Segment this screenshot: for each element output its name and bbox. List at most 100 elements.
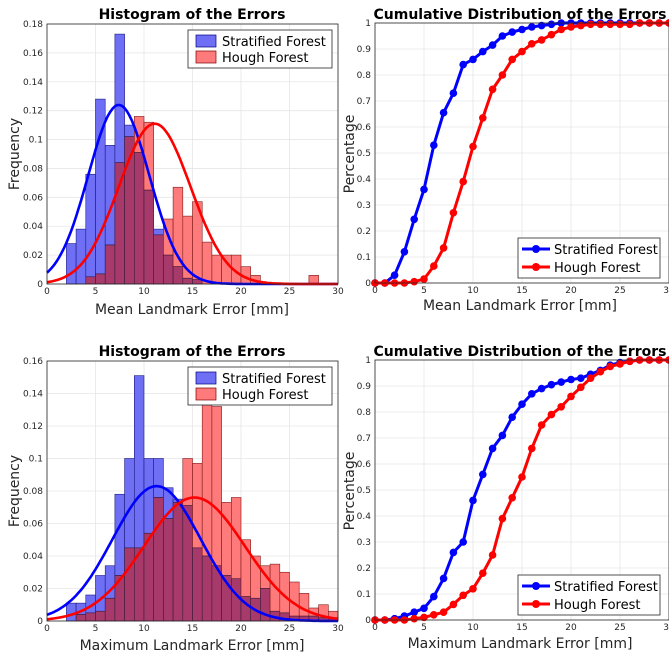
- bar-stratified: [114, 493, 125, 576]
- bar-hough: [289, 581, 300, 617]
- point-stratified: [557, 378, 565, 386]
- point-hough: [498, 71, 507, 79]
- plot-area: 0 5 10 15 20 25 30 0 0.02 0.04 0.06 0.08 0.1 0.12 0.14…: [23, 357, 344, 634]
- point-stratified: [577, 374, 585, 383]
- y-tick-label: 0.2: [357, 564, 371, 574]
- point-stratified: [528, 390, 536, 398]
- y-tick-label: 0.5: [357, 486, 371, 496]
- point-hough: [626, 20, 634, 29]
- y-axis-label: Percentage: [342, 452, 358, 531]
- y-tick-label: 0: [37, 617, 43, 627]
- bar-overlap: [124, 547, 135, 622]
- point-hough: [459, 591, 468, 600]
- legend-marker-hough: [532, 600, 540, 608]
- axes-frame: [374, 359, 669, 621]
- y-tick-label: 0: [37, 280, 43, 290]
- x-tick-label: 20: [565, 623, 577, 633]
- x-tick-label: 15: [516, 286, 527, 296]
- point-hough: [488, 551, 497, 559]
- legend: Stratified Forest Hough Forest: [187, 366, 333, 406]
- point-hough: [557, 25, 565, 34]
- y-tick-label: 0.04: [23, 222, 43, 232]
- bar-overlap: [163, 254, 174, 285]
- legend-box: [517, 237, 661, 279]
- x-tick-label: 25: [284, 287, 295, 297]
- point-hough: [439, 244, 448, 252]
- point-stratified: [459, 538, 468, 546]
- point-stratified: [449, 548, 458, 557]
- legend-marker-stratified: [532, 245, 540, 253]
- point-stratified: [430, 141, 438, 149]
- x-tick-label: 0: [372, 623, 378, 633]
- y-tick-label: 0.9: [357, 382, 372, 392]
- x-tick-label: 10: [138, 287, 150, 297]
- x-tick-label: 10: [467, 623, 479, 633]
- x-axis-label: Maximum Landmark Error [mm]: [80, 638, 305, 654]
- axes-frame: [374, 22, 669, 284]
- y-tick-label: 0.4: [357, 512, 372, 522]
- point-stratified: [400, 248, 409, 256]
- chart-title: Cumulative Distribution of the Errors: [374, 7, 667, 23]
- bar-overlap: [153, 497, 164, 622]
- point-stratified: [439, 108, 448, 117]
- point-hough: [567, 392, 575, 401]
- point-stratified: [459, 60, 468, 69]
- point-hough: [586, 374, 595, 383]
- y-tick-label: 0.04: [23, 552, 43, 562]
- legend-swatch-hough: [195, 387, 217, 401]
- point-hough: [420, 275, 428, 283]
- bar-stratified: [153, 228, 164, 236]
- point-stratified: [498, 32, 507, 40]
- y-tick-label: 0.8: [357, 71, 372, 81]
- y-tick-label: 0.7: [357, 434, 371, 444]
- bar-hough: [298, 593, 310, 617]
- x-tick-label: 30: [663, 623, 669, 633]
- y-tick-label: 1: [365, 19, 371, 29]
- y-tick-label: 0.16: [23, 357, 43, 367]
- chart-title: Histogram of the Errors: [99, 7, 286, 23]
- y-tick-label: 0.8: [357, 408, 372, 418]
- point-stratified: [430, 592, 438, 601]
- bar-stratified: [124, 124, 135, 137]
- point-stratified: [508, 28, 516, 36]
- point-stratified: [469, 496, 477, 505]
- bar-overlap: [182, 277, 193, 285]
- tick-labels: 0 5 10 15 20 25 30 0 0.1 0.2 0.3 0.4 0.5 0.6 0.7 0.8 0.9…: [357, 19, 669, 296]
- point-hough: [528, 444, 536, 453]
- bar-overlap: [192, 547, 203, 622]
- legend-label-stratified: Stratified Forest: [554, 243, 658, 258]
- point-stratified: [479, 47, 487, 56]
- point-hough: [439, 608, 448, 616]
- point-stratified: [420, 604, 428, 613]
- bar-overlap: [134, 152, 145, 285]
- legend-marker-hough: [532, 263, 540, 271]
- bar-overlap: [85, 276, 96, 285]
- x-tick-label: 20: [565, 286, 577, 296]
- point-hough: [518, 47, 526, 56]
- x-tick-label: 25: [614, 286, 625, 296]
- legend-label-hough: Hough Forest: [222, 51, 309, 66]
- bar-overlap: [143, 532, 154, 622]
- x-tick-label: 10: [467, 286, 479, 296]
- y-tick-label: 0.2: [357, 227, 371, 237]
- point-hough: [537, 36, 546, 44]
- x-tick-label: 15: [516, 623, 527, 633]
- point-stratified: [488, 41, 497, 49]
- y-tick-label: 0.02: [23, 251, 43, 261]
- bar-hough: [201, 241, 213, 285]
- bar-stratified: [134, 375, 145, 549]
- point-stratified: [410, 215, 419, 224]
- axes-frame: [46, 23, 339, 285]
- fit-curve-hough: [46, 496, 339, 621]
- fit-curve-stratified: [46, 484, 338, 623]
- y-tick-label: 0.6: [357, 123, 372, 133]
- y-tick-label: 0.14: [23, 78, 43, 88]
- y-tick-label: 0.1: [357, 590, 371, 600]
- point-stratified: [567, 375, 575, 384]
- point-hough: [596, 20, 605, 29]
- x-tick-label: 30: [663, 286, 669, 296]
- point-hough: [626, 357, 634, 366]
- x-tick-label: 15: [187, 624, 198, 634]
- point-stratified: [547, 20, 556, 29]
